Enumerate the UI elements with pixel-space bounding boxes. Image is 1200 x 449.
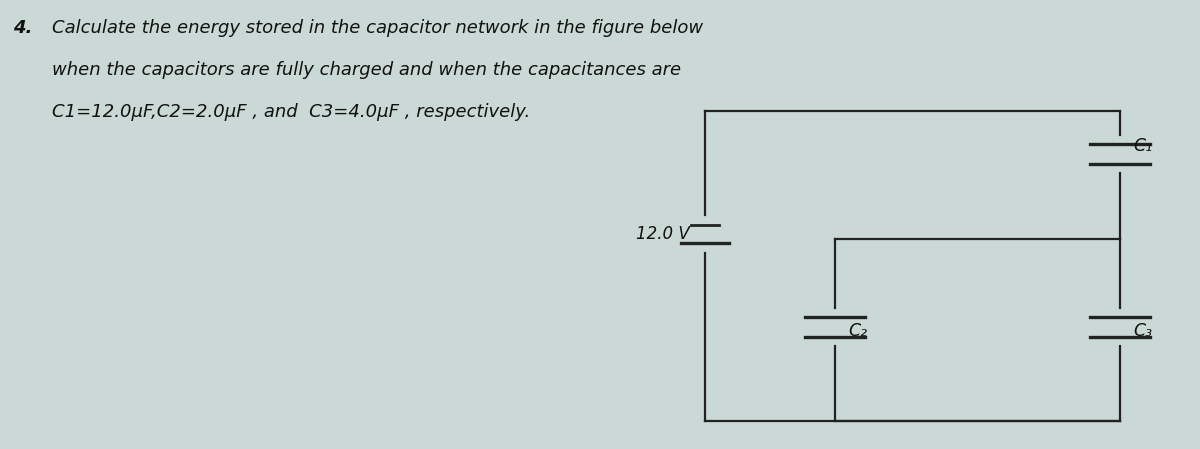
Text: C₁: C₁: [1133, 137, 1152, 155]
Text: when the capacitors are fully charged and when the capacitances are: when the capacitors are fully charged an…: [52, 61, 682, 79]
Text: 4.: 4.: [13, 19, 32, 37]
Text: 12.0 V: 12.0 V: [636, 225, 690, 243]
Text: Calculate the energy stored in the capacitor network in the figure below: Calculate the energy stored in the capac…: [52, 19, 703, 37]
Text: C₂: C₂: [848, 322, 868, 340]
Text: C1=12.0μF,C2=2.0μF , and  C3=4.0μF , respectively.: C1=12.0μF,C2=2.0μF , and C3=4.0μF , resp…: [52, 103, 530, 121]
Text: C₃: C₃: [1133, 322, 1152, 340]
